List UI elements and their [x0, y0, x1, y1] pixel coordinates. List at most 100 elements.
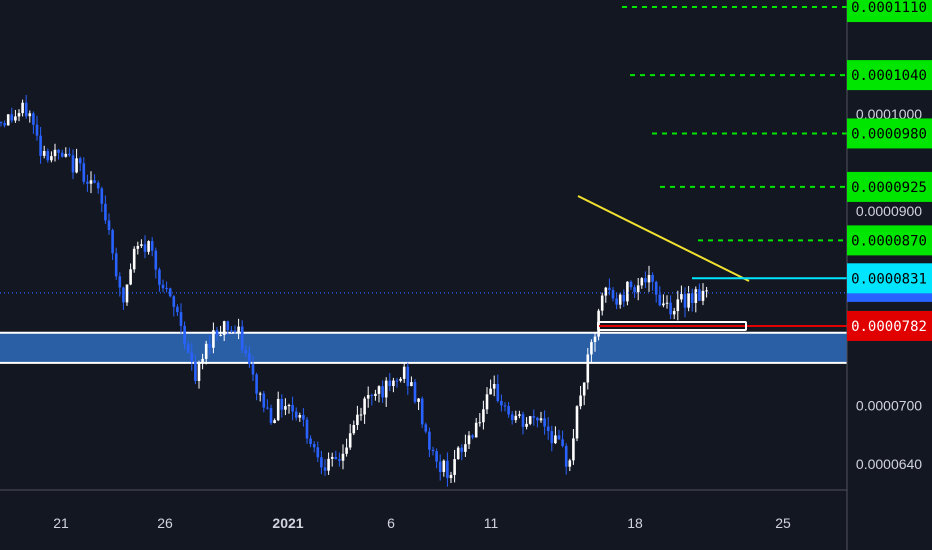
candle — [323, 459, 327, 476]
candle-body — [550, 431, 554, 444]
candle-body — [201, 358, 204, 363]
candle — [129, 263, 132, 286]
candle-body — [428, 431, 431, 450]
candle-body — [219, 334, 222, 336]
candle — [143, 235, 147, 259]
candle-body — [204, 343, 208, 359]
candle — [46, 148, 50, 163]
candle-body — [381, 386, 384, 398]
candle — [186, 341, 190, 354]
candle-body — [644, 278, 647, 283]
price-tick-label: 0.0000640 — [856, 456, 922, 472]
candle-body — [21, 102, 24, 114]
candle — [561, 430, 564, 448]
candle-body — [165, 288, 168, 290]
candle-body — [507, 406, 510, 415]
price-level-badge: 0.0000782 — [847, 310, 932, 341]
candle-body — [338, 459, 341, 461]
candle — [366, 386, 370, 408]
candle — [478, 413, 482, 427]
candle-body — [327, 458, 330, 471]
price-level-label: 0.0001040 — [851, 68, 927, 84]
candle-body — [284, 406, 287, 410]
candle — [17, 109, 21, 122]
candle-body — [190, 352, 194, 362]
candle — [698, 283, 701, 301]
price-tick-label: 0.0000900 — [856, 203, 922, 219]
candle-body — [118, 276, 122, 288]
candle-body — [478, 422, 482, 424]
candle-body — [665, 302, 669, 304]
price-level-badge: 0.0001110 — [847, 0, 932, 23]
candle — [518, 410, 521, 419]
candle-body — [518, 414, 521, 416]
candle — [590, 339, 593, 364]
time-tick-label: 11 — [484, 515, 499, 531]
candle-body — [183, 325, 186, 345]
candle — [395, 377, 399, 388]
candle — [510, 410, 514, 425]
candle — [554, 426, 557, 445]
candle — [388, 373, 392, 392]
candle-body — [554, 435, 557, 444]
candle — [42, 145, 46, 159]
candle-body — [136, 245, 140, 249]
candle — [172, 294, 176, 317]
candle — [687, 285, 690, 312]
candle — [240, 320, 244, 354]
candle — [64, 147, 68, 158]
candle — [636, 277, 640, 301]
candle — [489, 379, 492, 395]
candle — [132, 246, 136, 273]
candle-body — [446, 460, 449, 479]
candle — [417, 398, 420, 411]
candle — [608, 278, 611, 296]
candle-body — [316, 447, 320, 458]
candle-body — [71, 155, 75, 173]
candle — [424, 422, 428, 434]
candle — [251, 355, 255, 382]
candle-body — [46, 151, 50, 161]
candle-body — [557, 435, 561, 440]
candle — [114, 247, 118, 280]
candle-body — [586, 354, 590, 383]
candle-body — [435, 451, 438, 462]
candle — [183, 321, 186, 350]
candle — [438, 454, 442, 481]
candle — [269, 404, 273, 425]
candle-body — [140, 244, 143, 246]
candle-body — [460, 447, 464, 452]
candle — [449, 471, 453, 484]
candle-body — [287, 405, 291, 407]
candle-body — [467, 435, 471, 445]
candle-body — [248, 353, 251, 365]
candle-body — [341, 453, 345, 461]
candle-body — [280, 398, 284, 410]
candle-body — [17, 113, 21, 117]
candle — [629, 280, 633, 290]
candle-body — [370, 395, 374, 397]
candle-body — [532, 416, 536, 418]
candle — [222, 320, 226, 342]
candle-body — [3, 123, 6, 126]
candle-body — [417, 398, 420, 402]
candle — [500, 394, 503, 412]
candle-body — [35, 124, 39, 136]
candle — [255, 372, 258, 401]
price-level-badge-bg — [847, 171, 932, 202]
candle — [273, 418, 276, 424]
candle-body — [590, 342, 593, 355]
candle — [82, 157, 86, 185]
candle-body — [194, 361, 197, 381]
candle — [204, 340, 208, 365]
candle-body — [600, 295, 604, 311]
candle-body — [690, 293, 694, 303]
candle-body — [654, 281, 658, 295]
candle-body — [276, 398, 280, 421]
candle — [503, 402, 507, 412]
candle — [284, 398, 287, 416]
candle-body — [521, 414, 525, 427]
candle-body — [615, 298, 618, 305]
